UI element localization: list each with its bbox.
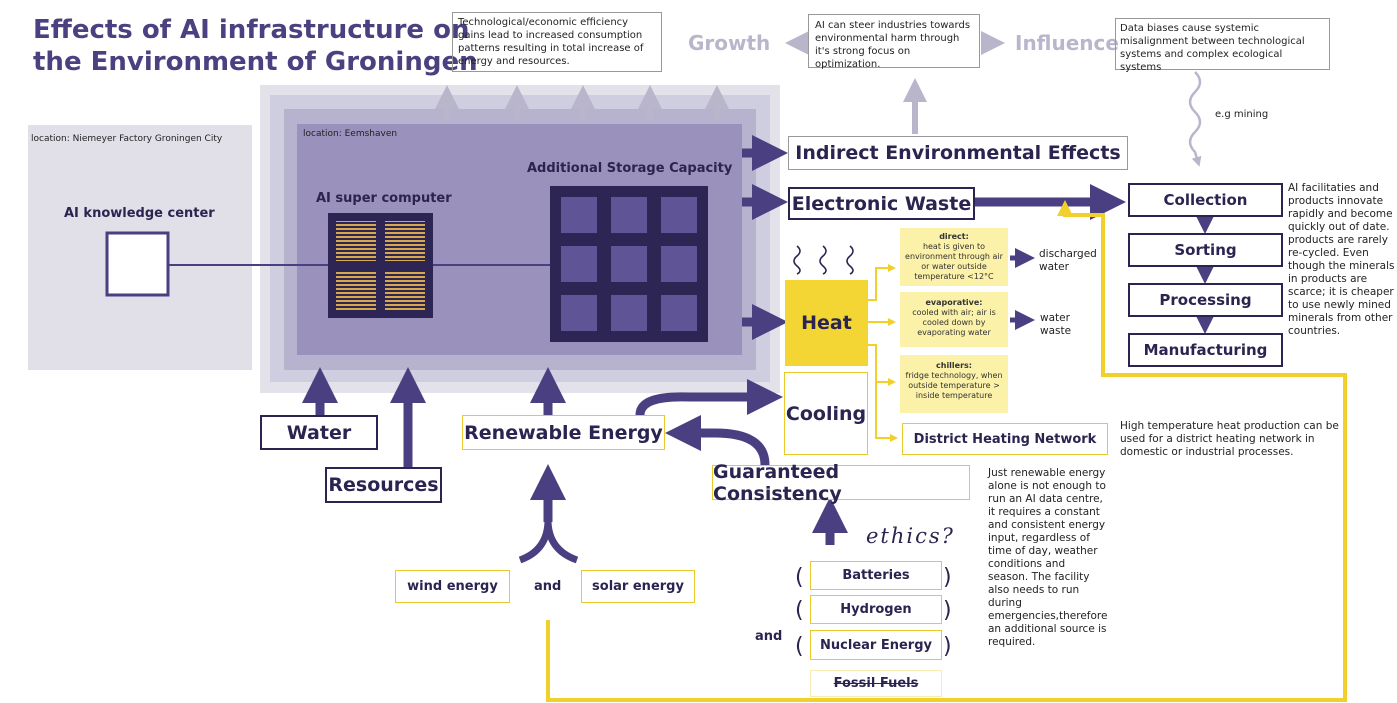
flow-arrows [302, 135, 1126, 564]
recycle-step: Manufacturing [1128, 333, 1283, 367]
eemshaven-location: location: Eemshaven [303, 129, 398, 139]
heat-label: Heat [801, 312, 852, 334]
electronic-waste: Electronic Waste [788, 187, 975, 220]
svg-text:(: ( [795, 598, 804, 623]
option-text: fridge technology, when outside temperat… [905, 371, 1003, 400]
title-line: the Environment of Groningen [33, 47, 478, 77]
option-text: heat is given to environment through air… [905, 242, 1003, 281]
heat-result: discharged water [1039, 248, 1097, 273]
district-note: High temperature heat production can be … [1120, 420, 1339, 458]
and: and [755, 629, 783, 644]
recycle-step: Sorting [1128, 233, 1283, 267]
influence-note: AI can steer industries towards environm… [808, 14, 980, 70]
energy-source: Batteries [810, 561, 942, 590]
svg-text:): ) [943, 565, 952, 590]
guaranteed-consistency: Guaranteed Consistency [712, 461, 970, 505]
cores [336, 221, 425, 310]
option-title: evaporative: [925, 298, 983, 307]
knowledge-square [105, 231, 170, 297]
energy-source-struck: Fossil Fuels [810, 670, 942, 697]
heat-links [868, 264, 898, 442]
heat-box [785, 280, 868, 366]
growth-arrows [435, 31, 1005, 134]
water: Water [260, 415, 378, 450]
title-line: Effects of AI infrastructure on [33, 15, 470, 45]
energy-source: Hydrogen [810, 595, 942, 624]
city-location: location: Niemeyer Factory Groningen Cit… [31, 134, 223, 144]
growth: Growth [688, 31, 771, 55]
svg-text:): ) [943, 598, 952, 623]
svg-text:): ) [943, 634, 952, 659]
heat-option: evaporative: cooled with air; air is cool… [900, 292, 1008, 347]
title: Effects of AI infrastructure on the Envi… [33, 14, 478, 78]
ethics: ethics? [866, 524, 955, 548]
svg-text:(: ( [795, 634, 804, 659]
storage-label: Additional Storage Capacity [527, 161, 733, 176]
efficiency-note: Technological/economic efficiency gains … [452, 12, 662, 72]
district-heating: District Heating Network [902, 423, 1108, 455]
cooling: Cooling [784, 372, 868, 455]
option-title: direct: [939, 232, 969, 241]
bias-note: Data biases cause systemic misalignment … [1115, 18, 1330, 73]
supercomputer-label: AI super computer [316, 191, 452, 206]
heat-option: direct: heat is given to environment thro… [900, 228, 1008, 286]
brackets: () () () [795, 565, 952, 659]
renewable-energy: Renewable Energy [462, 415, 665, 450]
heat-result: water waste [1040, 312, 1072, 337]
solar-energy: solar energy [581, 570, 695, 603]
option-text: cooled with air; air is cooled down by e… [912, 308, 996, 337]
indirect-effects: Indirect Environmental Effects [788, 136, 1128, 170]
bias-wave [1188, 71, 1202, 167]
mining: e.g mining [1215, 109, 1269, 120]
and: and [534, 579, 562, 594]
wind-energy: wind energy [395, 570, 510, 603]
storage-cells [561, 197, 697, 331]
heat-option: chillers: fridge technology, when outside… [900, 355, 1008, 413]
svg-text:(: ( [795, 565, 804, 590]
influence: Influence [1015, 31, 1119, 55]
energy-source: Nuclear Energy [810, 630, 942, 660]
recycle-step: Processing [1128, 283, 1283, 317]
option-title: chillers: [936, 361, 972, 370]
resources: Resources [325, 467, 442, 503]
small-arrows [1010, 214, 1215, 334]
knowledge-center: AI knowledge center [64, 206, 215, 221]
heat-waves [793, 245, 854, 275]
recycle-loop [546, 200, 1347, 702]
recycling-note: AI facilitaties and products innovate ra… [1288, 182, 1395, 337]
recycle-step: Collection [1128, 183, 1283, 217]
consistency-note: Just renewable energy alone is not enoug… [988, 467, 1108, 648]
